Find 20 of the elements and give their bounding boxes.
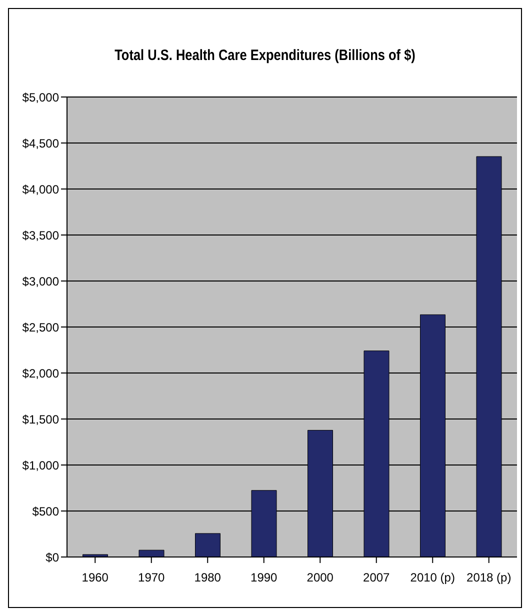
- x-tick-label: 1960: [82, 570, 109, 585]
- y-tick-label: $2,500: [22, 320, 60, 334]
- y-tick-label: $3,500: [22, 228, 60, 242]
- y-tick-label: $1,500: [22, 412, 60, 426]
- x-tick-label: 1990: [250, 570, 278, 585]
- x-tick-label: 1980: [194, 570, 222, 585]
- y-tick-label: $4,000: [22, 182, 60, 196]
- chart-title: Total U.S. Health Care Expenditures (Billions of $): [114, 47, 416, 66]
- y-tick-label: $3,000: [22, 274, 60, 288]
- x-tick-label: 2018 (p): [466, 570, 512, 585]
- y-tick-label: $2,000: [22, 366, 60, 380]
- x-tick-label: 2007: [363, 570, 390, 585]
- x-tick-label: 1970: [138, 570, 166, 585]
- y-tick-label: $5,000: [22, 90, 60, 104]
- x-tick-label: 2000: [306, 570, 334, 585]
- y-tick-label: $0: [46, 550, 60, 564]
- x-tick-label: 2010 (p): [410, 570, 455, 585]
- y-tick-label: $500: [32, 504, 60, 518]
- y-tick-label: $1,000: [22, 458, 60, 472]
- y-tick-label: $4,500: [22, 136, 60, 150]
